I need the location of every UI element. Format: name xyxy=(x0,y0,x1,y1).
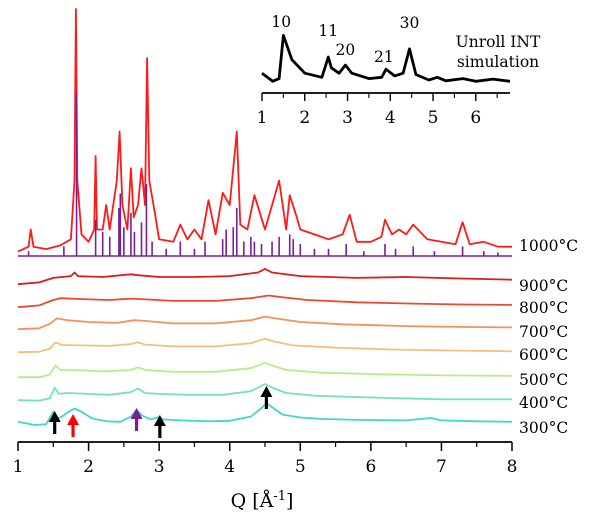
arrow-head-2 xyxy=(130,408,143,419)
series-line-5 xyxy=(17,294,513,309)
peak-arrows-group xyxy=(48,386,273,438)
series-line-1 xyxy=(17,383,512,402)
series-labels-group: 300°C 400°C 500°C 600°C 700°C 800°C 900°C 1000°… xyxy=(519,237,578,437)
inset-tick-label-1: 1 xyxy=(257,108,268,128)
arrow-head-4 xyxy=(260,386,273,397)
inset-title-line2: simulation xyxy=(457,53,539,71)
series-line-7 xyxy=(17,8,512,253)
arrow-head-3 xyxy=(153,415,166,426)
inset-tick-label-4: 4 xyxy=(385,108,396,128)
inset-tick-label-3: 3 xyxy=(342,108,353,128)
inset-line xyxy=(261,34,511,83)
series-line-2 xyxy=(18,361,513,379)
inset-tick-label-2: 2 xyxy=(299,108,310,128)
series-line-3 xyxy=(17,337,513,354)
series-line-6 xyxy=(17,268,513,286)
inset-tick-label-6: 6 xyxy=(470,108,481,128)
series-label-2: 500°C xyxy=(519,371,568,389)
series-label-5: 800°C xyxy=(519,299,568,317)
inset-tick-label-5: 5 xyxy=(428,108,439,128)
x-tick-label-8: 8 xyxy=(507,457,518,477)
series-label-6: 900°C xyxy=(519,277,568,295)
inset-peak-label-21: 21 xyxy=(374,48,394,66)
x-tick-label-1: 1 xyxy=(13,457,24,477)
x-tick-label-4: 4 xyxy=(224,457,235,477)
x-tick-label-5: 5 xyxy=(295,457,306,477)
series-label-3: 600°C xyxy=(519,346,568,364)
inset-peak-label-10: 10 xyxy=(271,13,291,31)
arrow-head-1 xyxy=(67,414,80,425)
series-label-1: 400°C xyxy=(519,394,568,412)
inset-peak-label-20: 20 xyxy=(336,41,356,59)
inset-title-line1: Unroll INT xyxy=(456,33,541,51)
series-label-0: 300°C xyxy=(519,419,568,437)
x-tick-label-2: 2 xyxy=(83,457,94,477)
x-axis-title: Q [Å-1] xyxy=(231,489,294,512)
x-tick-label-6: 6 xyxy=(365,457,376,477)
series-label-7: 1000°C xyxy=(519,237,578,255)
x-tick-label-7: 7 xyxy=(436,457,447,477)
simulation-sticks-group xyxy=(18,92,512,257)
x-tick-label-3: 3 xyxy=(154,457,165,477)
inset-peak-label-11: 11 xyxy=(318,22,338,40)
series-line-4 xyxy=(17,315,513,331)
x-axis: 1 2 3 4 5 6 7 8 xyxy=(13,441,518,477)
inset-peak-label-30: 30 xyxy=(400,14,420,32)
series-label-4: 700°C xyxy=(519,323,568,341)
arrow-head-0 xyxy=(48,411,61,422)
main-series-group xyxy=(17,8,513,426)
